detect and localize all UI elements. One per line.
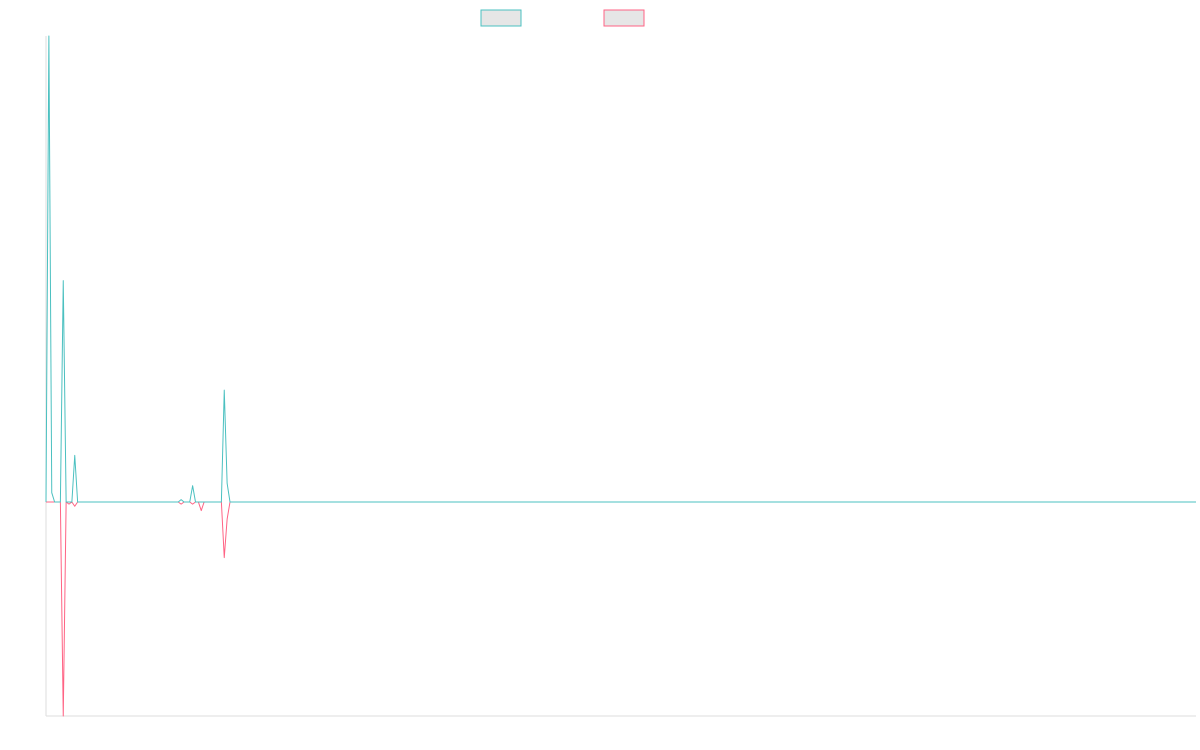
series-line-2 xyxy=(46,501,1196,717)
legend xyxy=(480,9,645,27)
series-line-1 xyxy=(45,35,1196,503)
legend-swatch-series-1[interactable] xyxy=(480,9,522,27)
legend-swatch-series-2[interactable] xyxy=(603,9,645,27)
plot-area xyxy=(45,35,1196,717)
